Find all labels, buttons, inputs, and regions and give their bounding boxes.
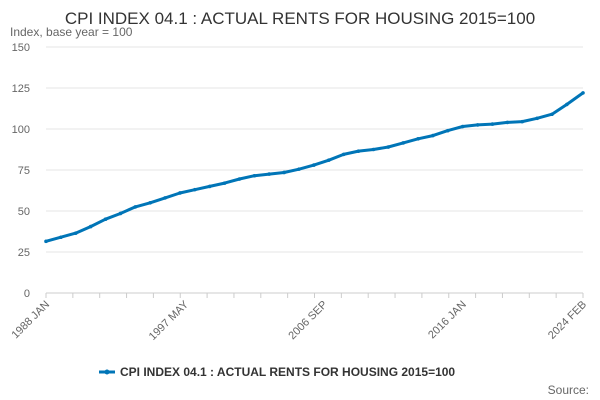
data-point[interactable] [401, 141, 405, 145]
data-point[interactable] [222, 181, 227, 185]
x-axis: 1988 JAN 1997 MAY 2006 SEP 2016 JAN 2024 FEB [9, 293, 589, 343]
series-line [44, 91, 585, 243]
y-axis: 0 25 50 75 100 125 150 [12, 42, 30, 300]
source-label: Source: [548, 383, 589, 397]
data-point[interactable] [88, 224, 93, 229]
data-point[interactable] [505, 120, 510, 125]
data-point[interactable] [118, 211, 123, 216]
series-layer [44, 91, 585, 244]
legend-label: CPI INDEX 04.1 : ACTUAL RENTS FOR HOUSIN… [120, 365, 455, 379]
data-point[interactable] [490, 122, 495, 126]
data-point[interactable] [535, 116, 539, 121]
data-point[interactable] [386, 145, 391, 149]
y-tick-label: 0 [24, 288, 30, 300]
data-point[interactable] [59, 235, 63, 240]
data-point[interactable] [163, 196, 167, 200]
y-tick-label: 75 [18, 165, 30, 177]
data-point[interactable] [297, 167, 301, 171]
data-point[interactable] [237, 177, 242, 181]
data-point[interactable] [282, 170, 286, 175]
y-tick-label: 25 [18, 247, 30, 259]
data-point[interactable] [148, 201, 152, 205]
y-tick-label: 100 [12, 124, 30, 136]
x-tick-label: 2006 SEP [286, 299, 330, 343]
x-tick-label: 1988 JAN [9, 299, 52, 342]
data-point[interactable] [520, 119, 525, 124]
legend[interactable]: CPI INDEX 04.1 : ACTUAL RENTS FOR HOUSIN… [99, 365, 455, 379]
data-point[interactable] [133, 205, 138, 209]
x-tick-label: 1997 MAY [147, 298, 192, 343]
data-point[interactable] [341, 152, 346, 157]
y-tick-label: 125 [12, 83, 30, 95]
y-tick-label: 50 [18, 206, 30, 218]
data-point[interactable] [73, 231, 78, 235]
x-tick-label: 2024 FEB [546, 299, 589, 342]
data-point[interactable] [207, 184, 212, 189]
data-point[interactable] [103, 217, 108, 221]
data-point[interactable] [581, 91, 585, 95]
data-point[interactable] [356, 149, 361, 153]
data-point[interactable] [252, 173, 257, 178]
data-point[interactable] [431, 133, 435, 138]
chart-title: CPI INDEX 04.1 : ACTUAL RENTS FOR HOUSIN… [65, 9, 535, 28]
data-point[interactable] [44, 239, 48, 244]
data-point[interactable] [460, 124, 465, 129]
data-point[interactable] [178, 191, 182, 195]
chart-subtitle: Index, base year = 100 [10, 25, 133, 39]
data-point[interactable] [267, 172, 272, 176]
data-point[interactable] [416, 137, 420, 141]
grid [46, 46, 583, 294]
data-point[interactable] [565, 102, 569, 107]
data-point[interactable] [326, 158, 331, 162]
data-point[interactable] [446, 128, 450, 133]
data-point[interactable] [550, 112, 554, 117]
legend-marker-icon [104, 369, 110, 375]
data-point[interactable] [193, 187, 197, 192]
data-point[interactable] [371, 147, 376, 152]
y-tick-label: 150 [12, 42, 30, 54]
data-point[interactable] [475, 123, 480, 127]
x-tick-label: 2016 JAN [426, 299, 469, 342]
data-point[interactable] [312, 163, 316, 167]
